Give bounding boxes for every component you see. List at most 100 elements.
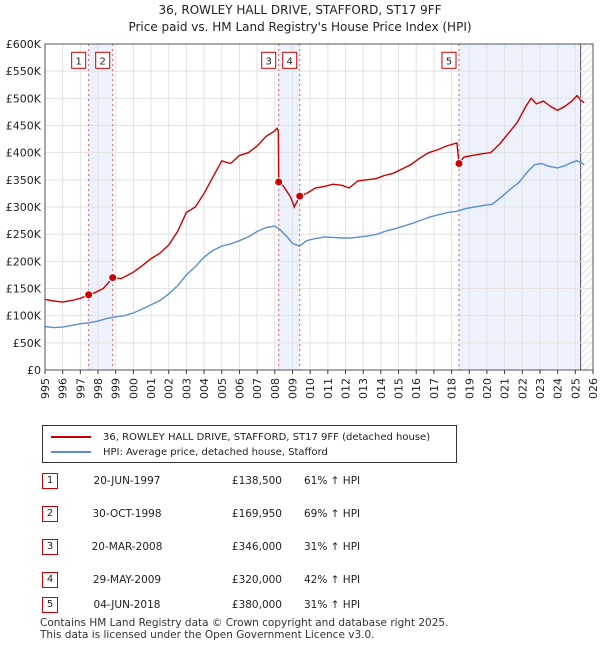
footer-copyright: Contains HM Land Registry data © Crown c… (40, 617, 449, 629)
x-tick-label: 2008 (269, 378, 282, 400)
x-tick-label: 2001 (145, 378, 158, 400)
table-row: 5 04-JUN-2018 £380,000 31% ↑ HPI (42, 597, 462, 615)
table-row: 4 29-MAY-2009 £320,000 42% ↑ HPI (42, 572, 462, 590)
chart-subtitle: Price paid vs. HM Land Registry's House … (128, 20, 472, 34)
table-row: 1 20-JUN-1997 £138,500 61% ↑ HPI (42, 473, 462, 491)
table-row: 3 20-MAR-2008 £346,000 31% ↑ HPI (42, 539, 462, 557)
transaction-date: 30-OCT-1998 (92, 508, 162, 520)
y-tick-label: £550K (6, 65, 42, 78)
x-tick-label: 2021 (499, 378, 512, 400)
x-tick-label: 2009 (286, 378, 299, 400)
x-tick-label: 1999 (110, 378, 123, 400)
transaction-date: 20-JUN-1997 (93, 475, 161, 487)
x-tick-label: 2019 (463, 378, 476, 400)
transaction-marker (108, 273, 118, 283)
transaction-label: 3 (266, 56, 272, 67)
transaction-badge: 3 (42, 539, 58, 555)
transaction-label: 2 (100, 56, 106, 67)
y-tick-label: £350K (6, 174, 42, 187)
transaction-hpi: 69% ↑ HPI (304, 508, 361, 520)
transaction-hpi: 31% ↑ HPI (304, 541, 361, 553)
chart-legend: 36, ROWLEY HALL DRIVE, STAFFORD, ST17 9F… (42, 425, 457, 463)
plot-frame (44, 43, 594, 371)
y-tick-label: £500K (6, 92, 42, 105)
transaction-label-box (282, 51, 298, 69)
x-tick-label: 2006 (233, 378, 246, 400)
x-tick-label: 2010 (304, 378, 317, 400)
transaction-marker (84, 290, 94, 300)
series-line-property (44, 94, 585, 303)
y-tick-label: £150K (6, 283, 42, 296)
legend-label-hpi: HPI: Average price, detached house, Staf… (103, 446, 328, 458)
transaction-label-box (95, 51, 111, 69)
x-tick-label: 1995 (39, 378, 52, 400)
transaction-badge: 4 (42, 572, 58, 588)
transaction-label: 4 (287, 56, 293, 67)
y-tick-label: £250K (6, 228, 42, 241)
x-tick-label: 2007 (251, 378, 264, 400)
x-tick-label: 2020 (481, 378, 494, 400)
x-tick-label: 2005 (216, 378, 229, 400)
transaction-hpi: 61% ↑ HPI (304, 475, 361, 487)
y-tick-label: £0 (27, 364, 41, 377)
transaction-badge: 2 (42, 506, 58, 522)
legend-swatch-hpi (51, 451, 91, 453)
y-tick-label: £200K (6, 255, 42, 268)
price-chart: £0 £50K £100K £150K £200K £250K £300K £350K £400… (6, 38, 600, 400)
transaction-hpi: 31% ↑ HPI (304, 599, 361, 611)
transaction-label-box (261, 51, 277, 69)
x-tick-label: 2026 (587, 378, 600, 400)
x-tick-label: 2014 (375, 378, 388, 400)
legend-label-property: 36, ROWLEY HALL DRIVE, STAFFORD, ST17 9F… (103, 431, 431, 443)
y-tick-label: £100K (6, 310, 42, 323)
transaction-date: 20-MAR-2008 (91, 541, 163, 553)
chart-title: 36, ROWLEY HALL DRIVE, STAFFORD, ST17 9F… (158, 3, 442, 17)
x-tick-label: 2015 (393, 378, 406, 400)
transaction-marker (454, 159, 464, 169)
x-tick-label: 2012 (340, 378, 353, 400)
x-tick-label: 2024 (552, 378, 565, 400)
x-tick-label: 2013 (357, 378, 370, 400)
transaction-marker (274, 177, 284, 187)
transaction-badge: 1 (42, 473, 58, 489)
transaction-price: £138,500 (231, 475, 282, 487)
transaction-price: £320,000 (231, 574, 282, 586)
x-tick-label: 2022 (516, 378, 529, 400)
transaction-marker (295, 191, 305, 201)
table-row: 2 30-OCT-1998 £169,950 69% ↑ HPI (42, 506, 462, 524)
x-tick-label: 2018 (446, 378, 459, 400)
y-tick-label: £400K (6, 147, 42, 160)
transaction-price: £169,950 (231, 508, 282, 520)
transaction-label: 1 (75, 56, 81, 67)
y-tick-label: £600K (6, 38, 42, 51)
legend-item-property: 36, ROWLEY HALL DRIVE, STAFFORD, ST17 9F… (51, 430, 430, 444)
series-line-hpi (44, 160, 585, 329)
x-tick-label: 2025 (569, 378, 582, 400)
transaction-label-box (71, 51, 87, 69)
x-tick-label: 1996 (57, 378, 70, 400)
footer-license: This data is licensed under the Open Gov… (40, 629, 375, 641)
x-tick-label: 2017 (428, 378, 441, 400)
y-tick-label: £50K (13, 337, 42, 350)
x-tick-label: 2002 (163, 378, 176, 400)
transaction-label: 5 (446, 56, 452, 67)
legend-item-hpi: HPI: Average price, detached house, Staf… (51, 445, 328, 459)
transaction-date: 04-JUN-2018 (93, 599, 161, 611)
x-tick-label: 1997 (74, 378, 87, 400)
x-tick-label: 2004 (198, 378, 211, 400)
transaction-date: 29-MAY-2009 (92, 574, 162, 586)
y-tick-label: £450K (6, 120, 42, 133)
x-tick-label: 2003 (180, 378, 193, 400)
y-tick-label: £300K (6, 201, 42, 214)
transaction-hpi: 42% ↑ HPI (304, 574, 361, 586)
x-tick-label: 2023 (534, 378, 547, 400)
transaction-label-box (441, 51, 457, 69)
x-tick-label: 2011 (322, 378, 335, 400)
x-tick-label: 2000 (127, 378, 140, 400)
x-tick-label: 1998 (92, 378, 105, 400)
footer: Contains HM Land Registry data © Crown c… (40, 617, 448, 641)
transaction-price: £346,000 (231, 541, 282, 553)
transaction-badge: 5 (42, 597, 58, 613)
transaction-price: £380,000 (231, 599, 282, 611)
x-tick-label: 2016 (410, 378, 423, 400)
